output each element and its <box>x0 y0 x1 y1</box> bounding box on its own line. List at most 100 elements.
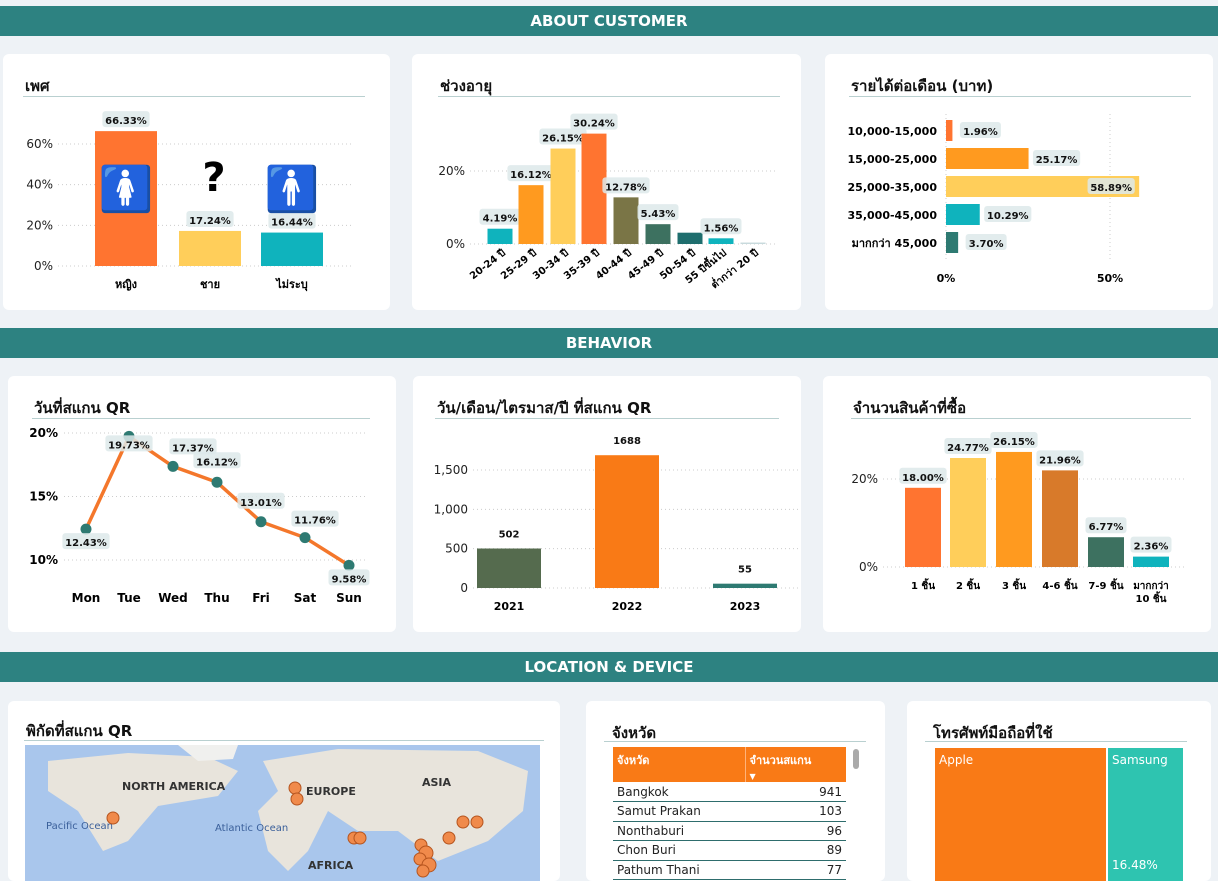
income-chart: 0% 50% 10,000-15,000 1.96% 15,000-25,000 25.1… <box>848 114 1140 285</box>
province-table: จังหวัด จำนวนสแกน ▼ Bangkok 941 Samut Praka… <box>613 747 846 880</box>
data-label-bg <box>700 218 742 235</box>
bar <box>946 232 959 253</box>
treemap-samsung[interactable]: Samsung 16.48% <box>1108 748 1183 881</box>
data-label: 17.24% <box>189 216 231 227</box>
bar-45-49 ปี <box>645 224 671 244</box>
data-label: 24.77% <box>947 443 989 454</box>
data-label: 17.37% <box>172 443 214 454</box>
female-icon: 🚺 <box>99 164 154 215</box>
age-card: ช่วงอายุ 0% 20% 4.19% 20-24 ปี 16.12% 25-29 ปี… <box>412 54 801 310</box>
data-label: 3.70% <box>969 239 1004 250</box>
bar-หญิง <box>95 131 157 266</box>
gender-chart: 0% 20% 40% 60% 66.33% หญิง 17.24% ชาย 16.44% ไม่ร… <box>26 111 354 292</box>
samsung-percent: 16.48% <box>1112 858 1158 872</box>
data-label-bg <box>944 438 992 455</box>
bar-50-54 ปี <box>677 232 703 244</box>
y-tick-label: 0% <box>34 259 53 273</box>
bar-ไม่ระบุ <box>261 232 323 266</box>
table-row[interactable]: Pathum Thani 77 <box>613 860 846 880</box>
data-label-bg <box>237 492 285 509</box>
map-card: พิกัดที่สแกน QR NORTH AMERICA EUROPE ASI… <box>8 701 560 881</box>
x-tick-label: Wed <box>158 591 188 605</box>
x-tick-label: Fri <box>252 591 269 605</box>
sort-desc-icon: ▼ <box>749 772 756 781</box>
point-Mon <box>80 523 92 535</box>
point-Thu <box>211 476 223 488</box>
data-label-bg <box>1085 517 1127 534</box>
label-asia: ASIA <box>422 776 452 789</box>
treemap-apple[interactable]: Apple <box>935 748 1106 881</box>
data-label: 1.96% <box>963 127 998 138</box>
x-tick-label: 7-9 ชิ้น <box>1088 578 1123 592</box>
data-label: 30.24% <box>573 119 615 130</box>
chart-title: ช่วงอายุ <box>440 77 493 95</box>
table-scrollbar[interactable] <box>853 749 859 769</box>
bar-ชาย <box>179 230 241 266</box>
bar-2021 <box>477 548 541 588</box>
bar-20-24 ปี <box>487 228 513 244</box>
y-tick-label: 35,000-45,000 <box>848 209 938 222</box>
scan-count: 103 <box>745 801 846 822</box>
bar-25-29 ปี <box>518 185 544 244</box>
data-label: 2.36% <box>1134 542 1169 553</box>
province-title: จังหวัด <box>612 724 657 742</box>
data-label: 18.00% <box>902 473 944 484</box>
label-pacific: Pacific Ocean <box>46 821 113 832</box>
person-icon: 🚹 <box>265 164 320 215</box>
data-label-bg <box>539 128 587 145</box>
table-row[interactable]: Samut Prakan 103 <box>613 801 846 822</box>
data-label-bg <box>291 510 339 527</box>
table-row[interactable]: Nonthaburi 96 <box>613 821 846 841</box>
scan-count: 96 <box>745 821 846 841</box>
data-label: 26.15% <box>542 134 584 145</box>
question-icon: ? <box>202 155 225 201</box>
y-tick-label: 25,000-35,000 <box>848 181 938 194</box>
scan-location-map[interactable]: NORTH AMERICA EUROPE ASIA Pacific Ocean … <box>8 701 560 881</box>
label-africa: AFRICA <box>308 859 354 872</box>
x-tick-label: 2 ชิ้น <box>956 578 980 592</box>
x-tick-label: 50% <box>1097 272 1123 285</box>
data-label: 66.33% <box>105 116 147 127</box>
column-province[interactable]: จังหวัด <box>613 747 746 782</box>
data-label-bg <box>62 533 110 550</box>
y-tick-label: 15,000-25,000 <box>848 153 938 166</box>
items-chart: 0% 20% 18.00% 1 ชิ้น 24.77% 2 ชิ้น 26.15% 3 ชิ้… <box>851 431 1187 605</box>
x-tick-label: Tue <box>117 591 141 605</box>
y-tick-label: 20% <box>26 218 53 232</box>
income-card: รายได้ต่อเดือน (บาท) 0% 50% 10,000-15,000 1.… <box>825 54 1213 310</box>
point-Sat <box>299 532 311 544</box>
y-tick-label: 40% <box>26 178 53 192</box>
data-label-bg <box>965 234 1007 250</box>
data-label: 12.78% <box>605 182 647 193</box>
data-label: 13.01% <box>240 498 282 509</box>
data-label: 1688 <box>613 436 641 447</box>
x-tick-label: 1 ชิ้น <box>911 578 935 592</box>
weekday-card: วันที่สแกน QR 10% 15% 20% 12.43% Mon 19.73% Tue… <box>8 376 396 632</box>
y-tick-label: 10% <box>29 553 58 567</box>
data-label-bg <box>1130 536 1172 553</box>
data-label: 9.58% <box>332 574 367 585</box>
gender-card: เพศ 0% 20% 40% 60% 66.33% หญิง 17.24% ชาย 16.44% ไ… <box>3 54 390 310</box>
data-label: 19.73% <box>108 440 150 451</box>
chart-title: วัน/เดือน/ไตรมาส/ปี ที่สแกน QR <box>437 399 652 417</box>
data-label-bg <box>1087 178 1135 194</box>
data-label-bg <box>186 210 234 227</box>
y-tick-label: 0% <box>859 560 878 574</box>
section-about-customer: ABOUT CUSTOMER <box>0 6 1218 36</box>
data-label: 4.19% <box>483 214 518 225</box>
column-scan-count[interactable]: จำนวนสแกน ▼ <box>745 747 846 782</box>
table-row[interactable]: Chon Buri 89 <box>613 840 846 861</box>
province-card: จังหวัด จังหวัด จำนวนสแกน ▼ Bangkok 941 Sam… <box>586 701 885 881</box>
x-tick-label: 10 ชิ้น <box>1135 591 1166 605</box>
table-row[interactable]: Bangkok 941 <box>613 782 846 802</box>
province-name: Samut Prakan <box>613 801 745 822</box>
data-label-bg <box>990 431 1038 448</box>
data-label: 6.77% <box>1089 522 1124 533</box>
bar <box>946 120 953 141</box>
bar-40-44 ปี <box>613 197 639 244</box>
province-name: Bangkok <box>613 782 745 802</box>
scan-count: 77 <box>745 860 846 880</box>
data-label-bg <box>169 438 217 455</box>
items-card: จำนวนสินค้าที่ซื้อ 0% 20% 18.00% 1 ชิ้น 24.77… <box>823 376 1211 632</box>
label-north-america: NORTH AMERICA <box>122 780 226 793</box>
